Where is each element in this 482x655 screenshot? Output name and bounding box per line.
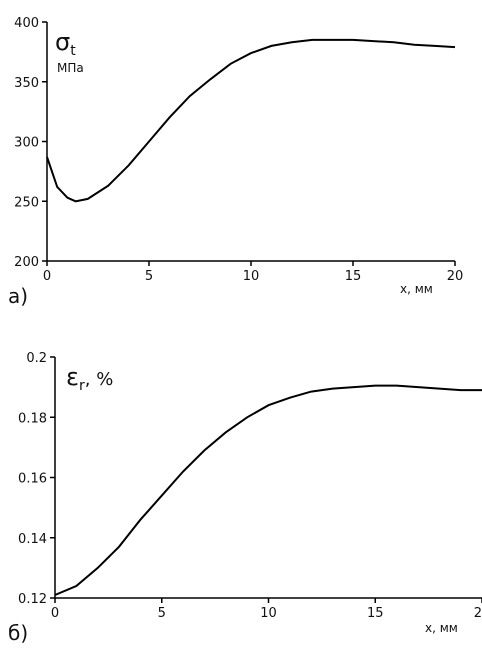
x-tick-label: 15: [367, 606, 384, 621]
y-axis-label: σt: [55, 28, 76, 59]
x-axis-label: x, мм: [425, 621, 458, 635]
y-tick-label: 400: [14, 16, 39, 31]
y-axis-label: εr, %: [66, 363, 113, 394]
y-tick-label: 0.2: [26, 351, 47, 366]
panel-label: а): [8, 284, 28, 308]
y-unit: МПа: [57, 61, 84, 75]
x-tick-label: 10: [243, 269, 260, 284]
x-axis-label: x, мм: [400, 282, 433, 296]
x-tick-label: 0: [51, 606, 59, 621]
x-tick-label: 10: [260, 606, 277, 621]
x-tick-label: 5: [145, 269, 153, 284]
y-tick-label: 250: [14, 195, 39, 210]
y-label-sub: r: [79, 378, 85, 394]
x-tick-label: 20: [447, 269, 464, 284]
x-tick-label: 0: [43, 269, 51, 284]
x-tick-label: 5: [158, 606, 166, 621]
y-tick-label: 0.14: [18, 532, 47, 547]
y-tick-label: 0.18: [18, 411, 47, 426]
curve: [54, 384, 482, 596]
x-tick-label: 15: [345, 269, 362, 284]
y-tick-label: 0.16: [18, 472, 47, 487]
y-label-symbol: ε: [66, 363, 79, 391]
y-label-suffix: , %: [85, 369, 114, 390]
y-label-symbol: σ: [55, 28, 70, 56]
y-tick-label: 350: [14, 76, 39, 91]
curve: [46, 38, 456, 203]
x-tick-label: 20: [474, 606, 482, 621]
y-tick-label: 200: [14, 255, 39, 270]
y-tick-label: 300: [14, 136, 39, 151]
y-tick-label: 0.12: [18, 592, 47, 607]
panel-label: б): [8, 621, 28, 645]
y-label-sub: t: [70, 43, 76, 59]
